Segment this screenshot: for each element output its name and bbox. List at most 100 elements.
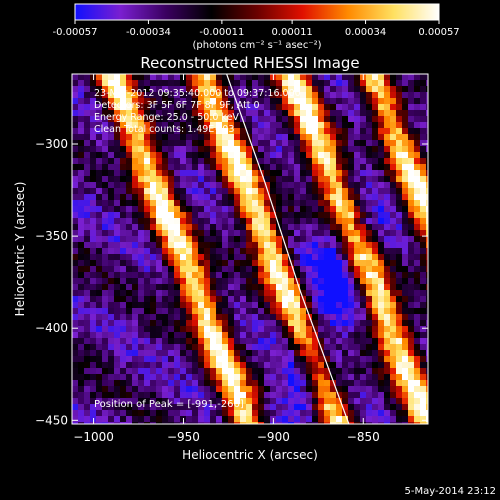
heatmap-cell [372,272,379,279]
heatmap-cell [132,134,139,141]
heatmap-cell [312,152,319,159]
heatmap-cell [72,230,79,237]
heatmap-cell [90,254,97,261]
heatmap-cell [408,320,415,327]
heatmap-cell [78,182,85,189]
heatmap-cell [114,320,121,327]
heatmap-cell [360,242,367,249]
heatmap-cell [228,254,235,261]
heatmap-cell [324,194,331,201]
heatmap-cell [396,344,403,351]
heatmap-cell [318,320,325,327]
heatmap-cell [276,278,283,285]
heatmap-cell [156,86,163,93]
heatmap-cell [228,332,235,339]
heatmap-cell [72,224,79,231]
heatmap-cell [72,338,79,345]
heatmap-cell [420,122,427,129]
heatmap-cell [240,422,247,424]
heatmap-cell [366,176,373,183]
heatmap-cell [294,74,301,81]
heatmap-cell [78,422,85,424]
heatmap-cell [414,98,421,105]
heatmap-cell [114,338,121,345]
heatmap-cell [150,422,157,424]
heatmap-cell [294,248,301,255]
heatmap-cell [162,266,169,273]
heatmap-cell [72,188,79,195]
heatmap-cell [420,248,427,255]
heatmap-cell [366,392,373,399]
heatmap-cell [246,254,253,261]
heatmap-cell [120,362,127,369]
heatmap-cell [312,158,319,165]
heatmap-cell [258,374,265,381]
heatmap-cell [378,86,385,93]
heatmap-cell [168,266,175,273]
heatmap-cell [300,122,307,129]
heatmap-cell [390,110,397,117]
heatmap-cell [252,212,259,219]
heatmap-cell [420,176,427,183]
heatmap-cell [252,344,259,351]
heatmap-cell [312,218,319,225]
heatmap-cell [216,368,223,375]
heatmap-cell [234,374,241,381]
heatmap-cell [204,212,211,219]
heatmap-cell [414,122,421,129]
heatmap-cell [162,344,169,351]
heatmap-cell [144,128,151,135]
heatmap-cell [300,278,307,285]
heatmap-cell [120,380,127,387]
heatmap-cell [324,134,331,141]
heatmap-cell [186,368,193,375]
heatmap-cell [264,332,271,339]
heatmap-cell [156,230,163,237]
heatmap-cell [342,254,349,261]
heatmap-cell [294,320,301,327]
heatmap-cell [204,374,211,381]
heatmap-cell [168,272,175,279]
heatmap-cell [84,284,91,291]
heatmap-cell [78,380,85,387]
heatmap-cell [414,374,421,381]
heatmap-cell [372,218,379,225]
heatmap-cell [102,122,109,129]
heatmap-cell [402,278,409,285]
heatmap-cell [126,398,133,405]
heatmap-cell [252,248,259,255]
heatmap-cell [282,410,289,417]
heatmap-cell [240,290,247,297]
heatmap-cell [360,338,367,345]
heatmap-cell [174,314,181,321]
heatmap-cell [360,128,367,135]
heatmap-cell [390,242,397,249]
heatmap-cell [174,350,181,357]
heatmap-cell [126,158,133,165]
heatmap-cell [192,242,199,249]
heatmap-cell [126,152,133,159]
heatmap-cell [78,80,85,87]
heatmap-cell [138,110,145,117]
heatmap-cell [132,332,139,339]
heatmap-cell [306,260,313,267]
heatmap-cell [390,350,397,357]
heatmap-cell [264,380,271,387]
heatmap-cell [342,320,349,327]
heatmap-cell [354,320,361,327]
heatmap-cell [300,380,307,387]
heatmap-cell [84,230,91,237]
heatmap-cell [330,410,337,417]
heatmap-cell [132,164,139,171]
heatmap-cell [330,374,337,381]
heatmap-cell [72,170,79,177]
heatmap-cell [126,308,133,315]
heatmap-cell [390,170,397,177]
heatmap-cell [396,326,403,333]
heatmap-cell [162,134,169,141]
heatmap-cell [378,188,385,195]
heatmap-cell [378,326,385,333]
heatmap-cell [156,200,163,207]
heatmap-cell [378,194,385,201]
heatmap-cell [180,152,187,159]
